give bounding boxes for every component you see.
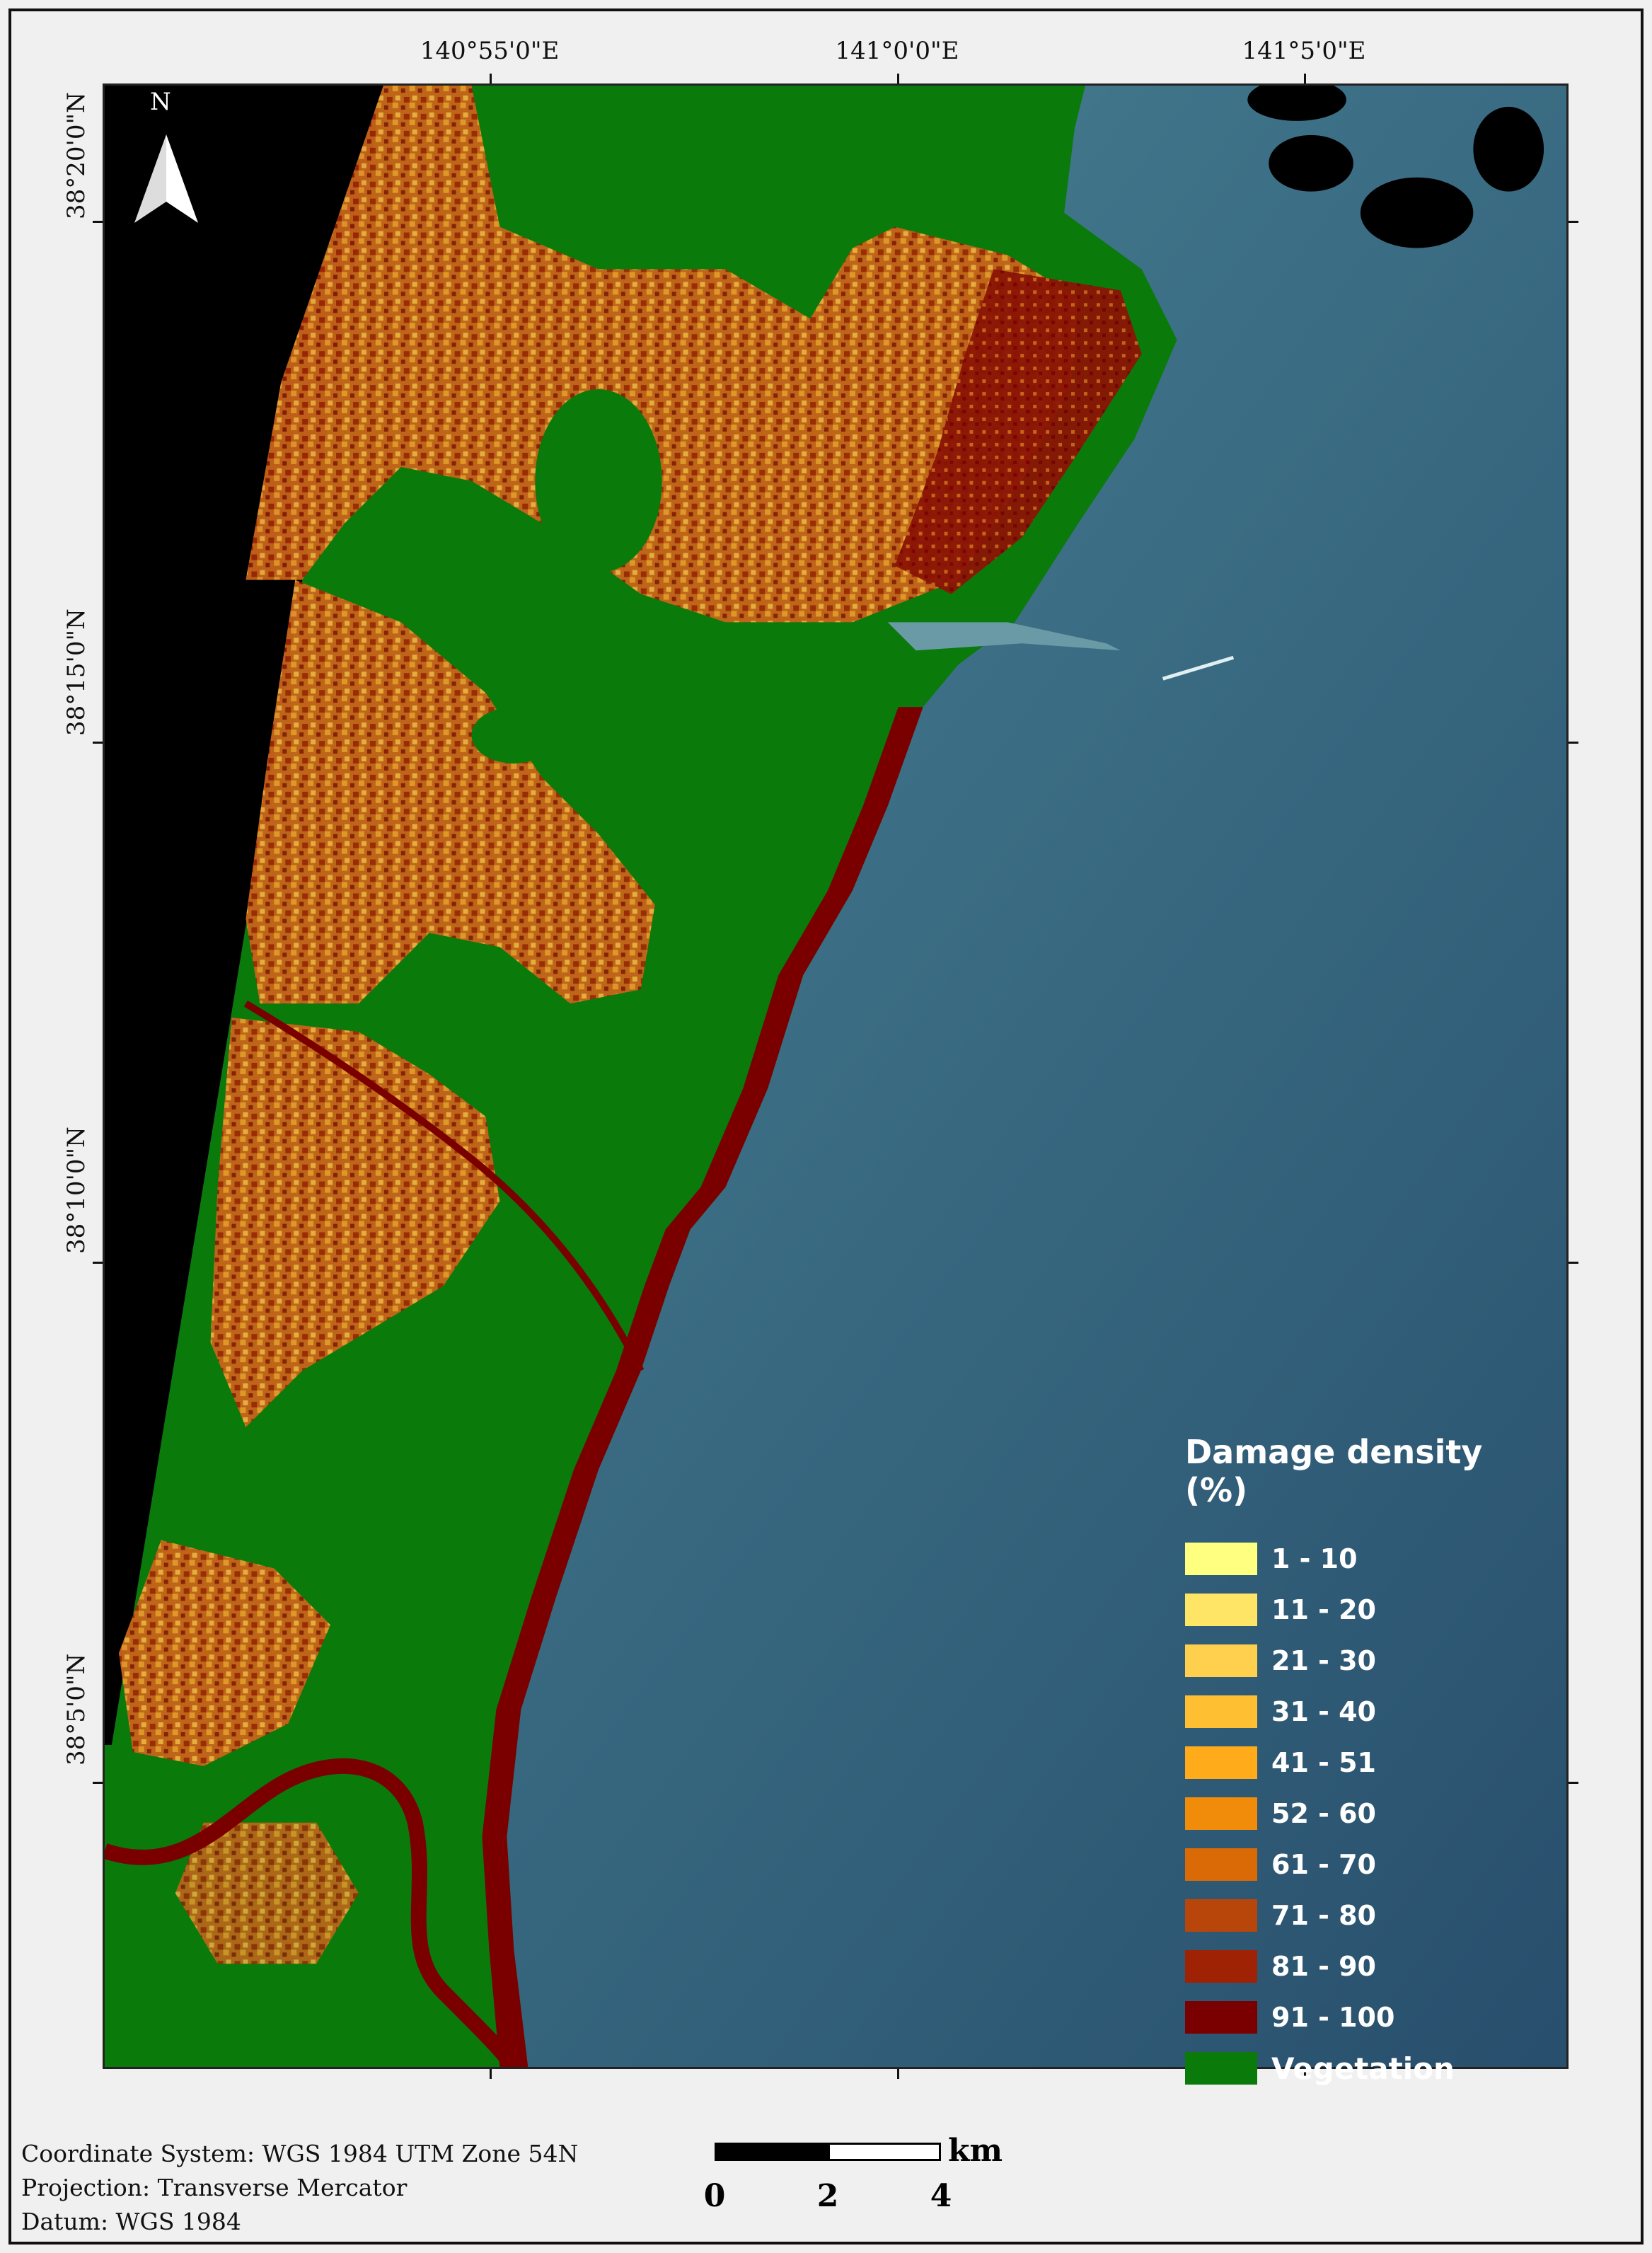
tick-mark [93,742,103,744]
urban-damage-region [210,1018,500,1427]
tick-mark [490,74,492,83]
legend-label: 11 - 20 [1271,1594,1376,1625]
vegetation-patch [591,643,790,771]
scale-segment-white [828,2143,941,2161]
legend-item: 61 - 70 [1185,1839,1553,1890]
legend-swatch [1185,2052,1257,2085]
tick-mark [1569,1262,1578,1264]
map-footer: Coordinate System: WGS 1984 UTM Zone 54N… [21,2137,578,2239]
longitude-label-1: 140°55'0"E [420,37,560,65]
tick-mark [93,221,103,223]
legend-item: 71 - 80 [1185,1890,1553,1941]
legend-item: 11 - 20 [1185,1584,1553,1635]
legend-title: Damage density (%) [1185,1433,1483,1509]
legend-label: 52 - 60 [1271,1798,1376,1829]
legend-label: 1 - 10 [1271,1543,1358,1574]
legend-label: 91 - 100 [1271,2002,1395,2033]
legend-swatch [1185,1594,1257,1626]
legend-label: 21 - 30 [1271,1645,1376,1676]
longitude-label-2: 141°0'0"E [835,37,959,65]
legend-item: Vegetation [1185,2043,1553,2094]
breakwater [1162,655,1235,681]
no-data-island [1360,177,1474,248]
legend-label: 71 - 80 [1271,1900,1376,1931]
map-canvas [103,83,1569,2069]
latitude-label-4: 38°5'0"N [62,1653,91,1765]
legend-swatch [1185,1695,1257,1728]
legend-label: 31 - 40 [1271,1696,1376,1727]
urban-damage-region [894,269,1142,594]
river [105,1758,521,2067]
legend-label: 41 - 51 [1271,1747,1376,1778]
latitude-label-2: 38°15'0"N [62,609,91,736]
tick-mark [1304,74,1306,83]
legend-swatch [1185,1543,1257,1575]
scale-unit: km [948,2133,1003,2169]
tick-mark [93,1262,103,1264]
datum-text: Datum: WGS 1984 [21,2208,241,2235]
legend-item: 31 - 40 [1185,1686,1553,1737]
legend-item: 91 - 100 [1185,1992,1553,2043]
coordinate-system-text: Coordinate System: WGS 1984 UTM Zone 54N [21,2140,579,2167]
latitude-label-1: 38°20'0"N [62,92,91,219]
latitude-label-3: 38°10'0"N [62,1126,91,1254]
projection-text: Projection: Transverse Mercator [21,2174,408,2201]
damage-map [105,86,1566,2067]
tick-mark [93,1782,103,1784]
tick-mark [490,2069,492,2079]
north-label: N [150,88,171,116]
tick-mark [1569,221,1578,223]
legend-label: 61 - 70 [1271,1849,1376,1880]
urban-damage-region [118,1540,331,1766]
legend-swatch [1185,1746,1257,1779]
no-data-island [1269,134,1353,192]
tick-mark [1304,2069,1306,2079]
legend-item: 21 - 30 [1185,1635,1553,1686]
legend-swatch [1185,1644,1257,1677]
legend-swatch [1185,1899,1257,1932]
no-data-island [1473,106,1544,192]
no-data-island [1247,86,1346,121]
legend-swatch [1185,1848,1257,1881]
scale-label-0: 0 [703,2178,726,2214]
vegetation-patch [654,127,825,255]
legend-rows: 1 - 10 11 - 20 21 - 30 31 - 40 41 - 51 52 - 6… [1185,1533,1553,2094]
urban-damage-region [175,1822,359,1964]
tick-mark [897,74,899,83]
urban-damage-region [246,580,655,1004]
legend-item: 1 - 10 [1185,1533,1553,1584]
vegetation-patch [471,707,557,764]
north-arrow-icon [134,134,198,223]
legend-swatch [1185,1797,1257,1830]
urban-damage-region [246,86,1079,623]
scale-label-2: 2 [816,2178,839,2214]
river [243,1000,645,1373]
tick-mark [1569,742,1578,744]
legend-item: 41 - 51 [1185,1737,1553,1788]
vegetation-patch [535,389,662,573]
scale-label-4: 4 [930,2178,952,2214]
harbor [887,622,1121,651]
tick-mark [897,2069,899,2079]
tick-mark [1569,1782,1578,1784]
legend: Damage density (%) 1 - 10 11 - 20 21 - 30 3… [1185,1433,1553,2094]
legend-item: 81 - 90 [1185,1941,1553,1992]
longitude-label-3: 141°5'0"E [1242,37,1366,65]
legend-label: Vegetation [1271,2051,1455,2086]
legend-swatch [1185,1950,1257,1983]
legend-swatch [1185,2001,1257,2034]
scale-segment-black [715,2143,828,2161]
legend-item: 52 - 60 [1185,1788,1553,1839]
legend-label: 81 - 90 [1271,1951,1376,1982]
